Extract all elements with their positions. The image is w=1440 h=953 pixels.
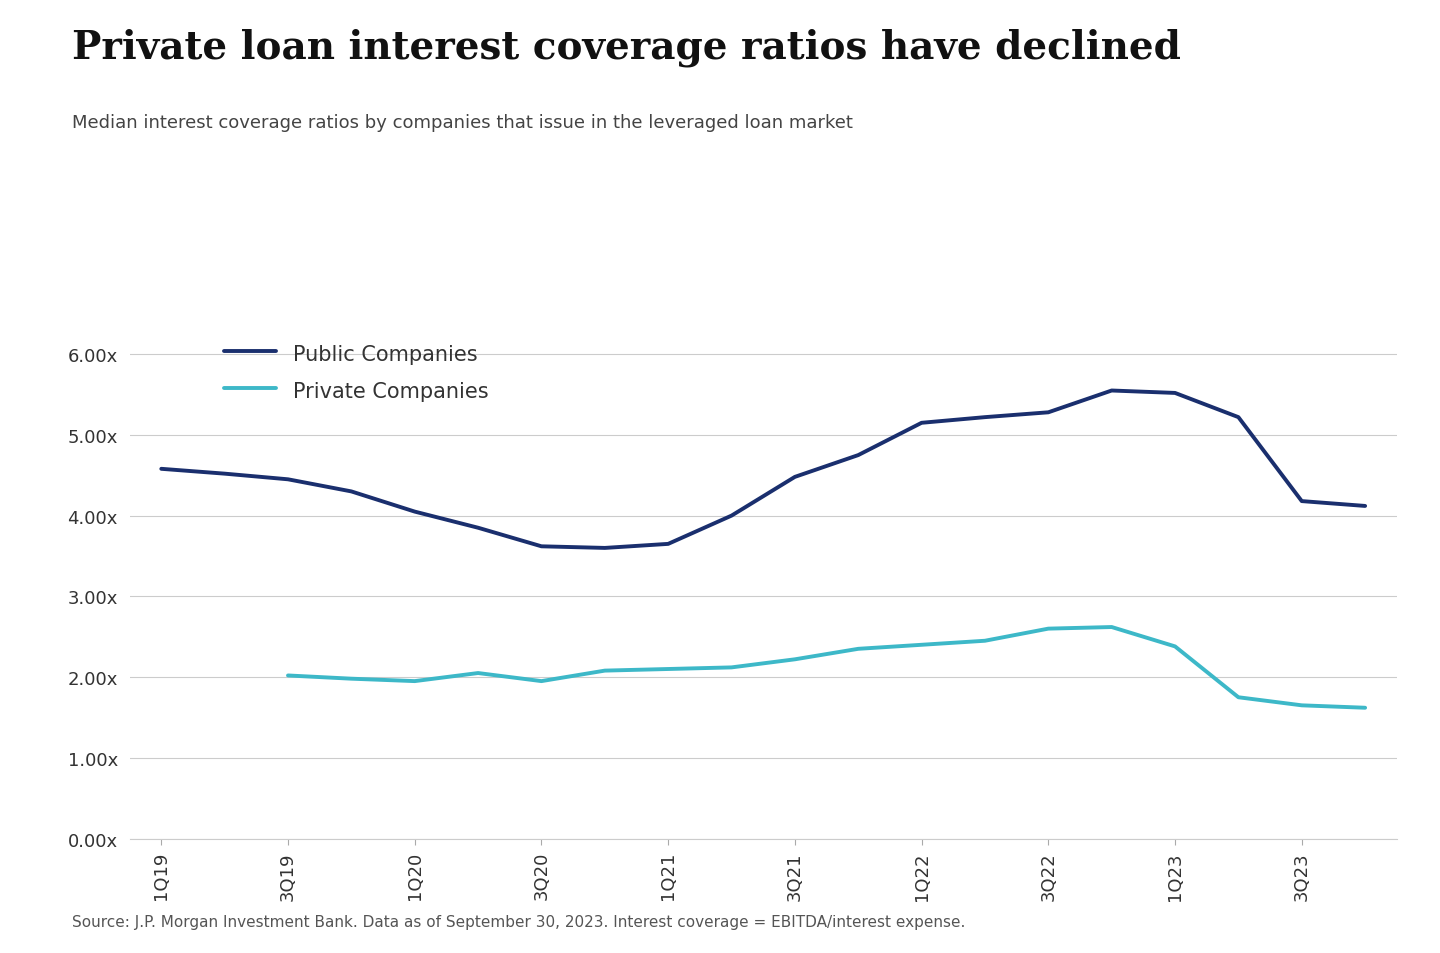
Private Companies [1166, 641, 1184, 653]
Public Companies [1040, 407, 1057, 418]
Public Companies [343, 486, 360, 497]
Private Companies [723, 662, 740, 674]
Public Companies [723, 511, 740, 522]
Public Companies [596, 542, 613, 554]
Private Companies [1356, 702, 1374, 714]
Private Companies [1230, 692, 1247, 703]
Public Companies [913, 417, 930, 429]
Public Companies [660, 538, 677, 550]
Private Companies [406, 676, 423, 687]
Private Companies [913, 639, 930, 651]
Private Companies [1293, 700, 1310, 711]
Text: Private loan interest coverage ratios have declined: Private loan interest coverage ratios ha… [72, 29, 1181, 67]
Line: Private Companies: Private Companies [288, 627, 1365, 708]
Private Companies [786, 654, 804, 665]
Public Companies [786, 472, 804, 483]
Public Companies [850, 450, 867, 461]
Public Companies [216, 469, 233, 480]
Text: Source: J.P. Morgan Investment Bank. Data as of September 30, 2023. Interest cov: Source: J.P. Morgan Investment Bank. Dat… [72, 914, 965, 929]
Private Companies [1040, 623, 1057, 635]
Public Companies [153, 463, 170, 475]
Private Companies [343, 673, 360, 684]
Public Companies [469, 522, 487, 534]
Private Companies [1103, 621, 1120, 633]
Public Companies [976, 412, 994, 423]
Public Companies [279, 474, 297, 485]
Public Companies [1356, 500, 1374, 512]
Private Companies [976, 636, 994, 647]
Line: Public Companies: Public Companies [161, 391, 1365, 548]
Private Companies [660, 663, 677, 675]
Private Companies [533, 676, 550, 687]
Public Companies [1103, 385, 1120, 396]
Public Companies [406, 506, 423, 517]
Text: Median interest coverage ratios by companies that issue in the leveraged loan ma: Median interest coverage ratios by compa… [72, 114, 852, 132]
Legend: Public Companies, Private Companies: Public Companies, Private Companies [216, 335, 497, 410]
Private Companies [469, 668, 487, 679]
Public Companies [1293, 496, 1310, 507]
Private Companies [850, 643, 867, 655]
Public Companies [1166, 388, 1184, 399]
Private Companies [279, 670, 297, 681]
Public Companies [1230, 412, 1247, 423]
Private Companies [596, 665, 613, 677]
Public Companies [533, 541, 550, 553]
